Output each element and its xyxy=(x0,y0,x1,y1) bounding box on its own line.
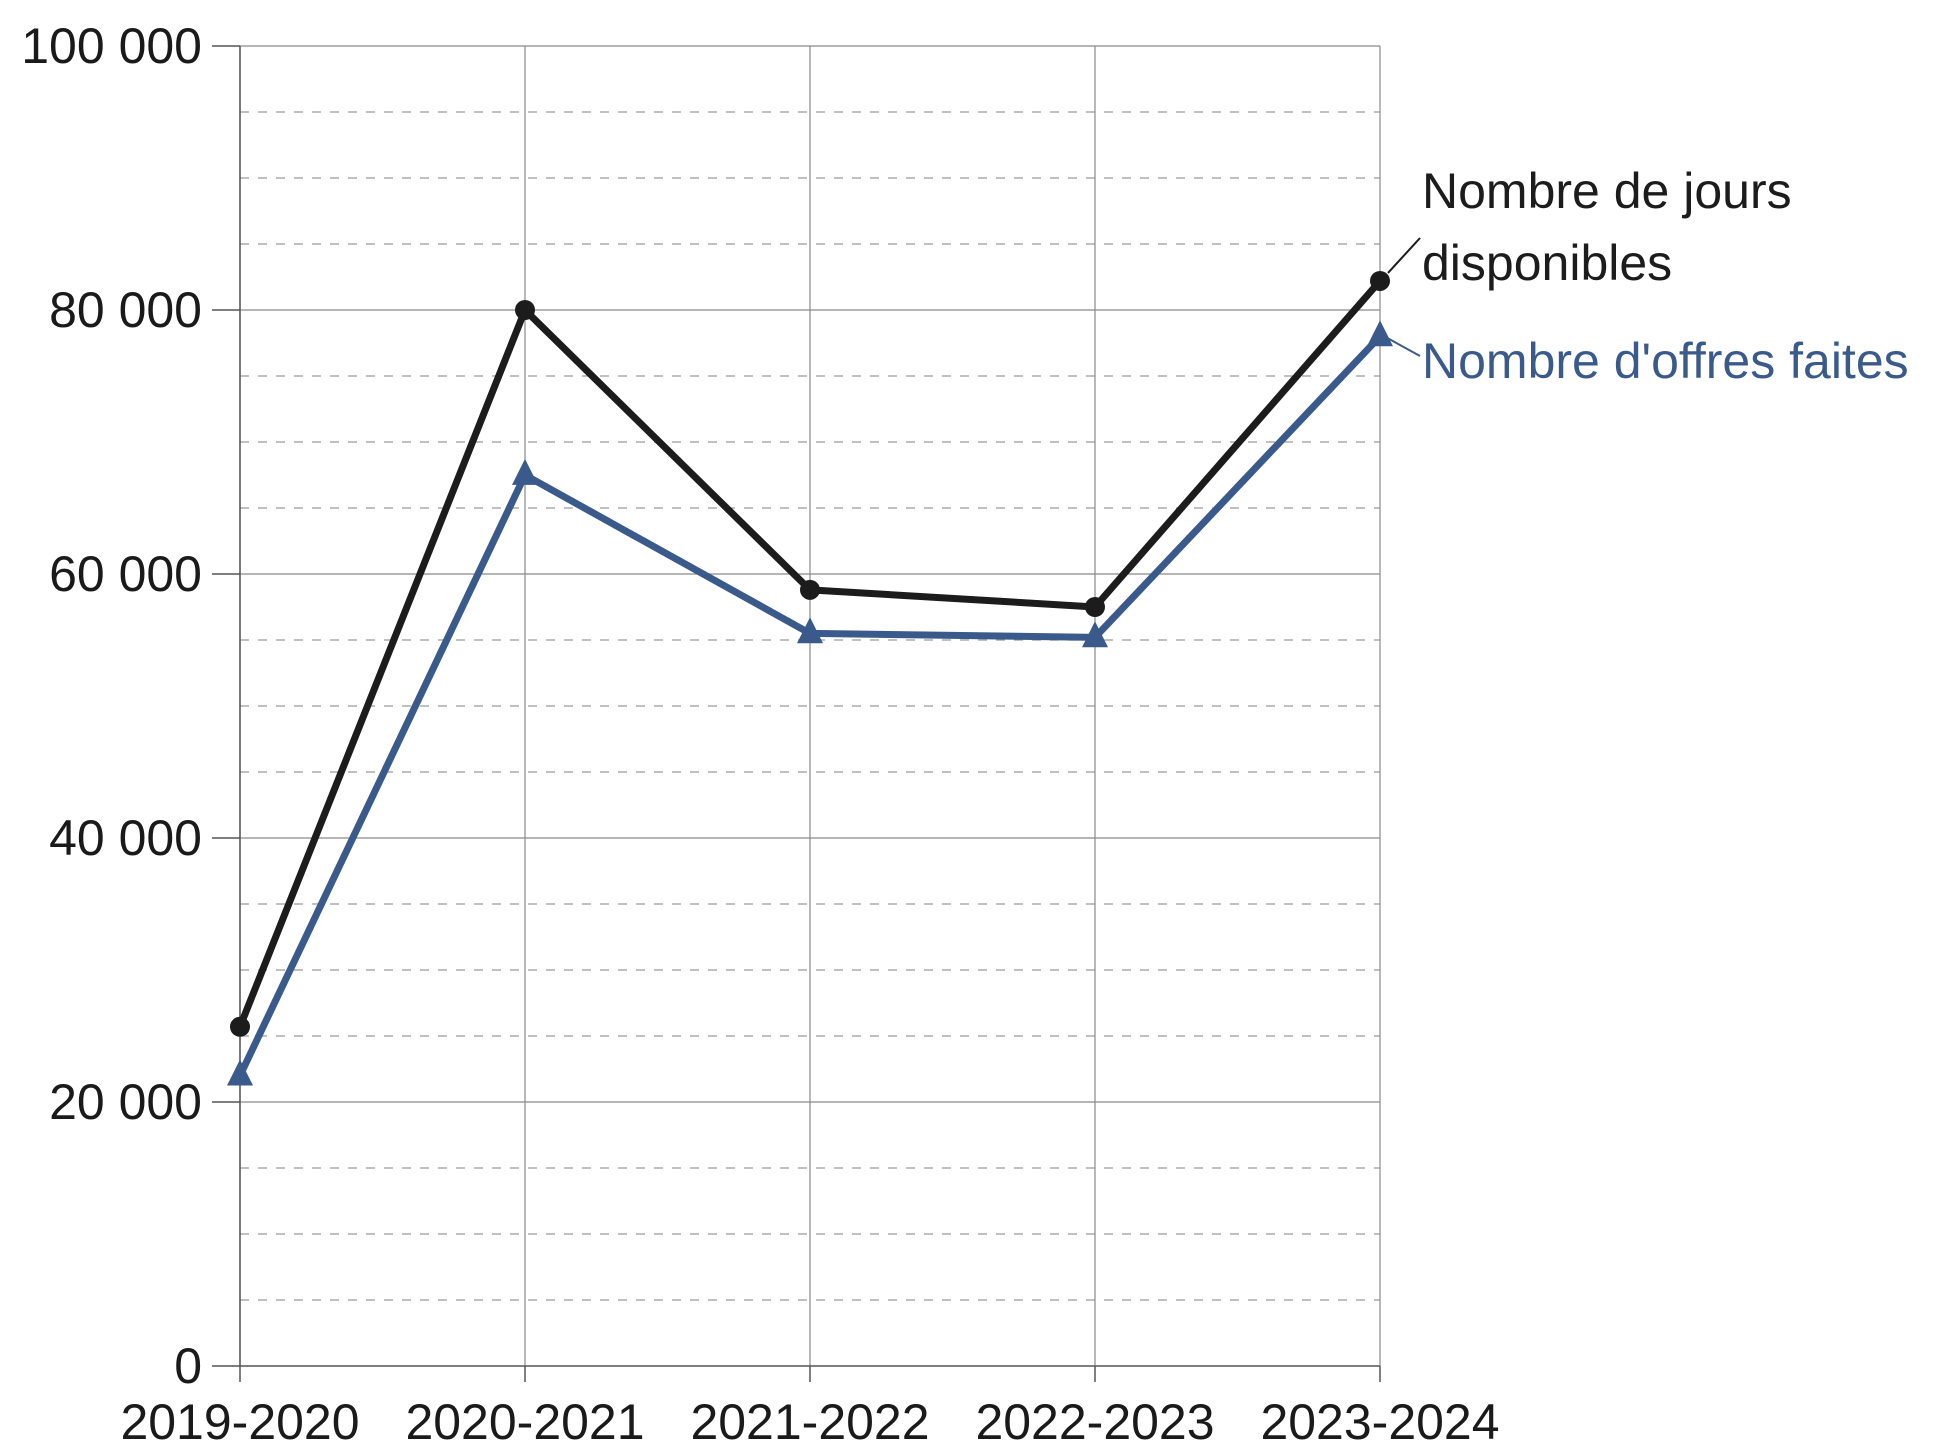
data-point-triangle xyxy=(1082,621,1108,648)
y-tick-label: 0 xyxy=(174,1338,202,1394)
y-tick-label: 60 000 xyxy=(49,546,202,602)
series-lines xyxy=(227,270,1393,1086)
x-tick-label: 2023-2024 xyxy=(1260,1394,1499,1450)
data-point-circle xyxy=(1085,597,1105,617)
data-point-triangle xyxy=(797,617,823,644)
series-label-text: Nombre d'offres faites xyxy=(1422,333,1909,389)
data-point-triangle xyxy=(1367,320,1393,347)
data-point-circle xyxy=(800,579,820,600)
x-axis-tick-labels: 2019-2020 2020-2021 2021-2022 2022-2023 2023… xyxy=(120,1394,1499,1450)
data-point-circle xyxy=(1370,270,1390,291)
x-tick-label: 2019-2020 xyxy=(120,1394,359,1450)
x-tick-label: 2022-2023 xyxy=(975,1394,1214,1450)
axes xyxy=(212,45,1381,1382)
series-label-text: Nombre de jours xyxy=(1422,163,1792,219)
y-tick-label: 80 000 xyxy=(49,282,202,338)
y-tick-label: 20 000 xyxy=(49,1074,202,1130)
data-point-circle xyxy=(230,1016,250,1037)
x-tick-label: 2021-2022 xyxy=(690,1394,929,1450)
series-label-text: disponibles xyxy=(1422,235,1672,291)
data-point-triangle xyxy=(512,458,538,485)
series-label-leader xyxy=(1387,337,1421,357)
y-tick-label: 100 000 xyxy=(21,18,202,74)
y-axis-tick-labels: 0 20 000 40 000 60 000 80 000 100 000 xyxy=(21,18,202,1394)
series-label-leader xyxy=(1387,237,1421,274)
data-point-circle xyxy=(515,300,535,320)
x-tick-label: 2020-2021 xyxy=(405,1394,644,1450)
data-point-triangle xyxy=(227,1059,253,1086)
y-tick-label: 40 000 xyxy=(49,810,202,866)
series-labels: Nombre de jours disponibles Nombre d'offre… xyxy=(1387,163,1909,389)
